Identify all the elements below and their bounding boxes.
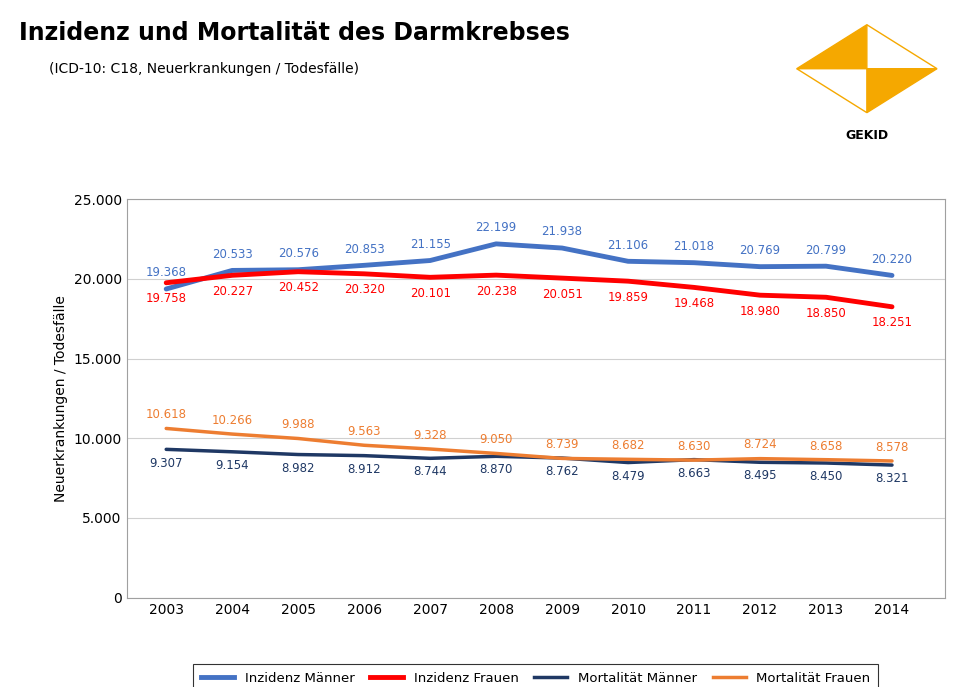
- Text: 20.101: 20.101: [410, 287, 451, 300]
- Text: 9.050: 9.050: [479, 433, 512, 447]
- Text: 20.220: 20.220: [872, 253, 913, 266]
- Text: 22.199: 22.199: [475, 221, 517, 234]
- Text: 9.328: 9.328: [413, 429, 447, 442]
- Text: 20.238: 20.238: [475, 284, 516, 297]
- Text: GEKID: GEKID: [845, 129, 888, 142]
- Text: 8.479: 8.479: [612, 470, 645, 483]
- Text: 20.227: 20.227: [211, 285, 252, 298]
- Text: 8.658: 8.658: [809, 440, 843, 453]
- Text: 8.744: 8.744: [413, 466, 447, 479]
- Text: 8.578: 8.578: [876, 441, 909, 454]
- Polygon shape: [797, 25, 867, 69]
- Text: 20.799: 20.799: [805, 244, 846, 257]
- Text: 10.266: 10.266: [211, 414, 252, 427]
- Polygon shape: [797, 69, 867, 113]
- Text: 20.576: 20.576: [278, 247, 318, 260]
- Text: 19.758: 19.758: [146, 293, 187, 305]
- Text: 19.368: 19.368: [146, 267, 187, 280]
- Text: 8.663: 8.663: [677, 466, 711, 480]
- Polygon shape: [867, 25, 937, 69]
- Polygon shape: [867, 69, 937, 113]
- Text: 18.251: 18.251: [872, 316, 913, 329]
- Text: 8.739: 8.739: [545, 438, 579, 451]
- Text: 8.682: 8.682: [612, 439, 645, 452]
- Text: 19.468: 19.468: [673, 297, 715, 310]
- Text: 20.051: 20.051: [542, 288, 582, 301]
- Text: Inzidenz und Mortalität des Darmkrebses: Inzidenz und Mortalität des Darmkrebses: [19, 21, 571, 45]
- Text: 20.533: 20.533: [211, 248, 252, 261]
- Text: 9.563: 9.563: [348, 425, 381, 438]
- Text: 19.859: 19.859: [608, 291, 649, 304]
- Text: 9.154: 9.154: [215, 459, 249, 472]
- Legend: Inzidenz Männer, Inzidenz Frauen, Mortalität Männer, Mortalität Frauen: Inzidenz Männer, Inzidenz Frauen, Mortal…: [193, 664, 879, 687]
- Text: 18.850: 18.850: [805, 307, 846, 320]
- Text: 8.321: 8.321: [876, 472, 909, 485]
- Text: 21.938: 21.938: [542, 225, 582, 238]
- Text: 8.982: 8.982: [281, 462, 315, 475]
- Text: 8.870: 8.870: [479, 464, 512, 477]
- Y-axis label: Neuerkrankungen / Todesfälle: Neuerkrankungen / Todesfälle: [54, 295, 68, 502]
- Text: 20.853: 20.853: [344, 243, 385, 256]
- Text: 21.106: 21.106: [608, 238, 649, 251]
- Text: 9.988: 9.988: [281, 418, 315, 431]
- Text: 20.320: 20.320: [344, 283, 385, 296]
- Text: 8.495: 8.495: [743, 469, 777, 482]
- Text: (ICD-10: C18, Neuerkrankungen / Todesfälle): (ICD-10: C18, Neuerkrankungen / Todesfäl…: [49, 62, 358, 76]
- Text: 21.018: 21.018: [674, 240, 715, 253]
- Text: 18.980: 18.980: [739, 305, 780, 318]
- Text: 21.155: 21.155: [410, 238, 451, 251]
- Text: 8.724: 8.724: [743, 438, 777, 451]
- Text: 9.307: 9.307: [149, 457, 183, 469]
- Text: 20.769: 20.769: [739, 244, 780, 257]
- Text: 8.450: 8.450: [809, 470, 843, 483]
- Text: 8.762: 8.762: [545, 465, 579, 478]
- Text: 8.630: 8.630: [677, 440, 711, 453]
- Text: 10.618: 10.618: [146, 408, 187, 421]
- Text: 8.912: 8.912: [348, 463, 381, 476]
- Text: 20.452: 20.452: [278, 281, 318, 294]
